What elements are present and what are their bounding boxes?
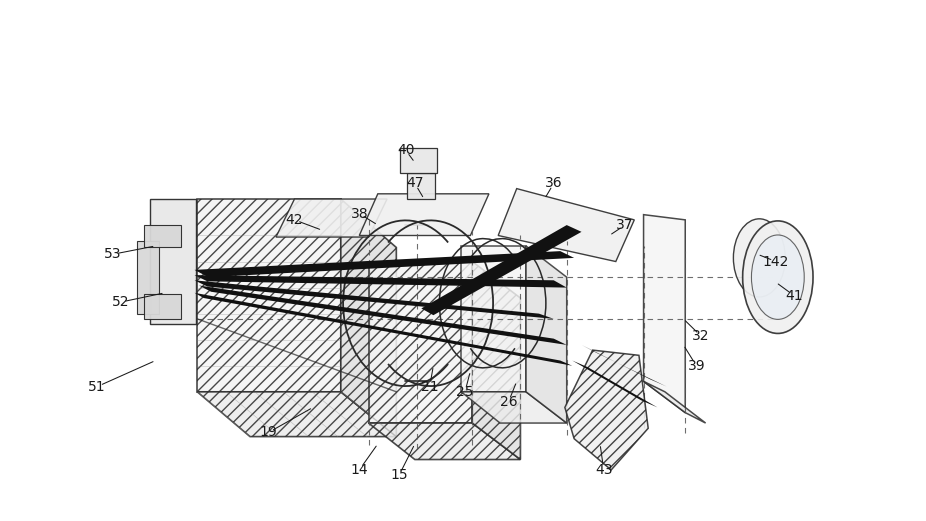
Polygon shape bbox=[150, 199, 196, 324]
Polygon shape bbox=[194, 251, 574, 277]
Polygon shape bbox=[369, 262, 472, 423]
Text: 25: 25 bbox=[457, 386, 473, 399]
Polygon shape bbox=[199, 286, 567, 345]
Text: 26: 26 bbox=[499, 395, 518, 409]
Polygon shape bbox=[197, 199, 341, 392]
Polygon shape bbox=[526, 246, 567, 423]
Polygon shape bbox=[400, 148, 437, 173]
Polygon shape bbox=[341, 199, 396, 437]
Text: 43: 43 bbox=[595, 463, 612, 477]
Ellipse shape bbox=[733, 219, 785, 297]
Text: 19: 19 bbox=[259, 426, 278, 439]
Text: 51: 51 bbox=[88, 380, 106, 393]
Text: 36: 36 bbox=[544, 177, 563, 190]
Polygon shape bbox=[461, 246, 526, 392]
Polygon shape bbox=[359, 194, 489, 235]
Polygon shape bbox=[194, 280, 554, 319]
Polygon shape bbox=[644, 215, 685, 413]
Text: 39: 39 bbox=[687, 359, 706, 373]
Polygon shape bbox=[421, 225, 582, 315]
Polygon shape bbox=[582, 345, 667, 387]
Polygon shape bbox=[144, 294, 181, 319]
Text: 40: 40 bbox=[397, 143, 414, 157]
Polygon shape bbox=[144, 225, 181, 247]
Polygon shape bbox=[407, 173, 435, 199]
Text: 52: 52 bbox=[112, 295, 129, 309]
Text: 15: 15 bbox=[390, 468, 408, 482]
Text: 37: 37 bbox=[617, 218, 633, 232]
Polygon shape bbox=[197, 392, 396, 437]
Text: 14: 14 bbox=[350, 463, 369, 477]
Text: 42: 42 bbox=[286, 213, 303, 227]
Polygon shape bbox=[276, 199, 387, 237]
Polygon shape bbox=[369, 423, 520, 460]
Text: 32: 32 bbox=[693, 329, 709, 343]
Text: 142: 142 bbox=[763, 255, 789, 268]
Polygon shape bbox=[461, 392, 567, 423]
Polygon shape bbox=[194, 293, 572, 366]
Polygon shape bbox=[572, 361, 657, 407]
Text: 21: 21 bbox=[420, 380, 439, 393]
Polygon shape bbox=[194, 275, 567, 288]
Polygon shape bbox=[472, 262, 520, 460]
Polygon shape bbox=[644, 381, 706, 423]
Ellipse shape bbox=[743, 221, 813, 333]
Polygon shape bbox=[137, 241, 159, 314]
Text: 47: 47 bbox=[407, 177, 423, 190]
Text: 38: 38 bbox=[350, 207, 369, 220]
Polygon shape bbox=[498, 189, 634, 262]
Text: 41: 41 bbox=[785, 289, 804, 303]
Polygon shape bbox=[565, 350, 648, 470]
Ellipse shape bbox=[752, 235, 804, 319]
Text: 53: 53 bbox=[105, 247, 121, 261]
